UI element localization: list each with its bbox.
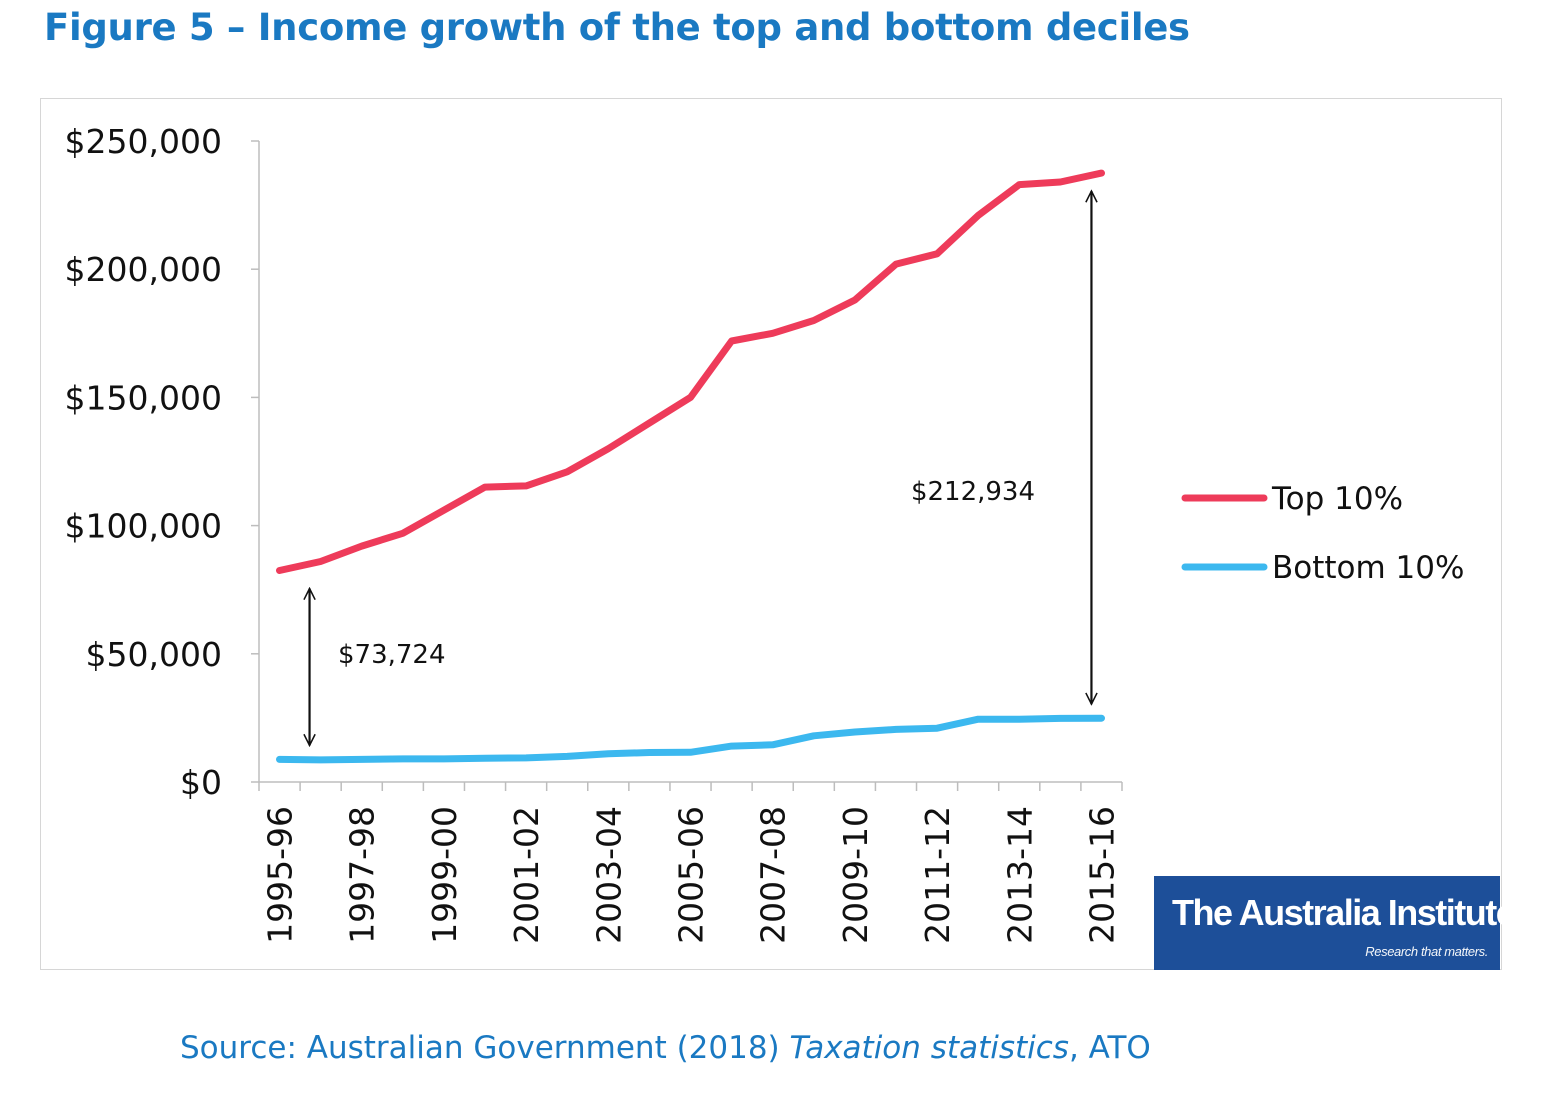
y-tick-label: $150,000 (65, 378, 222, 417)
x-tick-label: 2011-12 (918, 806, 957, 944)
x-tick-label: 2007-08 (754, 806, 793, 944)
y-tick-label: $50,000 (86, 635, 222, 674)
source-title: Taxation statistics (789, 1030, 1069, 1066)
y-tick-label: $250,000 (65, 122, 222, 161)
x-tick-label: 1995-96 (261, 806, 300, 944)
logo-tagline: Research that matters. (1365, 944, 1488, 959)
annotation-label: $212,934 (911, 477, 1035, 507)
figure-title: Figure 5 – Income growth of the top and … (44, 6, 1190, 49)
annotation-label: $73,724 (338, 640, 446, 670)
chart-frame (40, 98, 1502, 970)
source-note: Source: Australian Government (2018) Tax… (180, 1030, 1151, 1066)
logo-name: The Australia Institute (1172, 892, 1516, 933)
x-tick-label: 2003-04 (589, 806, 628, 944)
legend-label: Bottom 10% (1272, 550, 1464, 586)
source-prefix: Source: Australian Government (2018) (180, 1030, 790, 1066)
x-tick-label: 2001-02 (507, 806, 546, 944)
x-tick-label: 2009-10 (836, 806, 875, 944)
x-tick-label: 2013-14 (1000, 806, 1039, 944)
series-line-top-10 (276, 169, 1105, 574)
source-suffix: , ATO (1068, 1030, 1151, 1066)
brand-logo: The Australia Institute Research that ma… (1154, 876, 1516, 970)
y-tick-label: $0 (180, 763, 222, 802)
legend-label: Top 10% (1271, 481, 1403, 517)
x-tick-label: 1999-00 (425, 806, 464, 944)
y-tick-label: $100,000 (65, 507, 222, 546)
x-tick-label: 2005-06 (672, 806, 711, 944)
x-tick-label: 1997-98 (343, 806, 382, 944)
y-tick-label: $200,000 (65, 250, 222, 289)
x-tick-label: 2015-16 (1082, 806, 1121, 944)
series-line-bottom-10 (276, 714, 1105, 764)
